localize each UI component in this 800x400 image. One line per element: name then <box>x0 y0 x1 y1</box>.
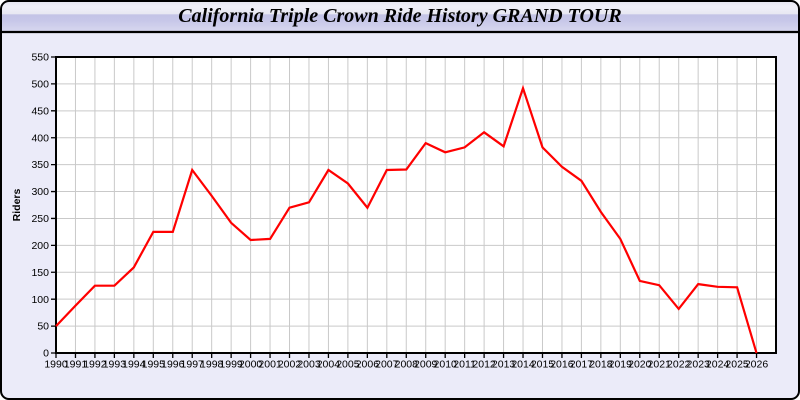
svg-text:2009: 2009 <box>414 359 438 371</box>
svg-text:2007: 2007 <box>375 359 399 371</box>
svg-text:2025: 2025 <box>725 359 749 371</box>
svg-text:2018: 2018 <box>589 359 613 371</box>
svg-text:350: 350 <box>31 159 49 171</box>
svg-text:1994: 1994 <box>122 359 146 371</box>
svg-text:1990: 1990 <box>44 359 68 371</box>
svg-text:2019: 2019 <box>609 359 633 371</box>
svg-text:2005: 2005 <box>336 359 360 371</box>
svg-text:2002: 2002 <box>278 359 302 371</box>
svg-text:500: 500 <box>31 79 49 91</box>
svg-text:California Triple Crown Ride H: California Triple Crown Ride History GRA… <box>178 5 621 27</box>
svg-text:2016: 2016 <box>550 359 574 371</box>
svg-text:2015: 2015 <box>531 359 555 371</box>
svg-text:2026: 2026 <box>745 359 769 371</box>
svg-text:2013: 2013 <box>492 359 516 371</box>
svg-text:2003: 2003 <box>297 359 321 371</box>
svg-text:2010: 2010 <box>434 359 458 371</box>
svg-text:2006: 2006 <box>356 359 380 371</box>
svg-text:2017: 2017 <box>570 359 594 371</box>
svg-text:2014: 2014 <box>511 359 535 371</box>
svg-text:1995: 1995 <box>142 359 166 371</box>
svg-text:2024: 2024 <box>706 359 730 371</box>
svg-text:2000: 2000 <box>239 359 263 371</box>
svg-text:2004: 2004 <box>317 359 341 371</box>
svg-text:550: 550 <box>31 52 49 64</box>
svg-text:2008: 2008 <box>395 359 419 371</box>
svg-text:2023: 2023 <box>687 359 711 371</box>
svg-text:1991: 1991 <box>64 359 88 371</box>
svg-text:2012: 2012 <box>472 359 496 371</box>
svg-text:400: 400 <box>31 132 49 144</box>
svg-text:1997: 1997 <box>181 359 205 371</box>
svg-text:Riders: Riders <box>11 189 23 222</box>
svg-text:2022: 2022 <box>667 359 691 371</box>
svg-text:1993: 1993 <box>103 359 127 371</box>
svg-text:300: 300 <box>31 186 49 198</box>
svg-text:150: 150 <box>31 267 49 279</box>
svg-text:200: 200 <box>31 240 49 252</box>
svg-text:1992: 1992 <box>83 359 107 371</box>
svg-text:2011: 2011 <box>453 359 476 371</box>
svg-text:100: 100 <box>31 294 49 306</box>
svg-text:0: 0 <box>43 348 49 360</box>
svg-text:250: 250 <box>31 213 49 225</box>
svg-text:450: 450 <box>31 105 49 117</box>
svg-text:2001: 2001 <box>258 359 282 371</box>
svg-text:1998: 1998 <box>200 359 224 371</box>
svg-text:2021: 2021 <box>648 359 672 371</box>
svg-text:1996: 1996 <box>161 359 185 371</box>
svg-text:2020: 2020 <box>628 359 652 371</box>
svg-text:50: 50 <box>37 321 49 333</box>
svg-text:1999: 1999 <box>219 359 243 371</box>
